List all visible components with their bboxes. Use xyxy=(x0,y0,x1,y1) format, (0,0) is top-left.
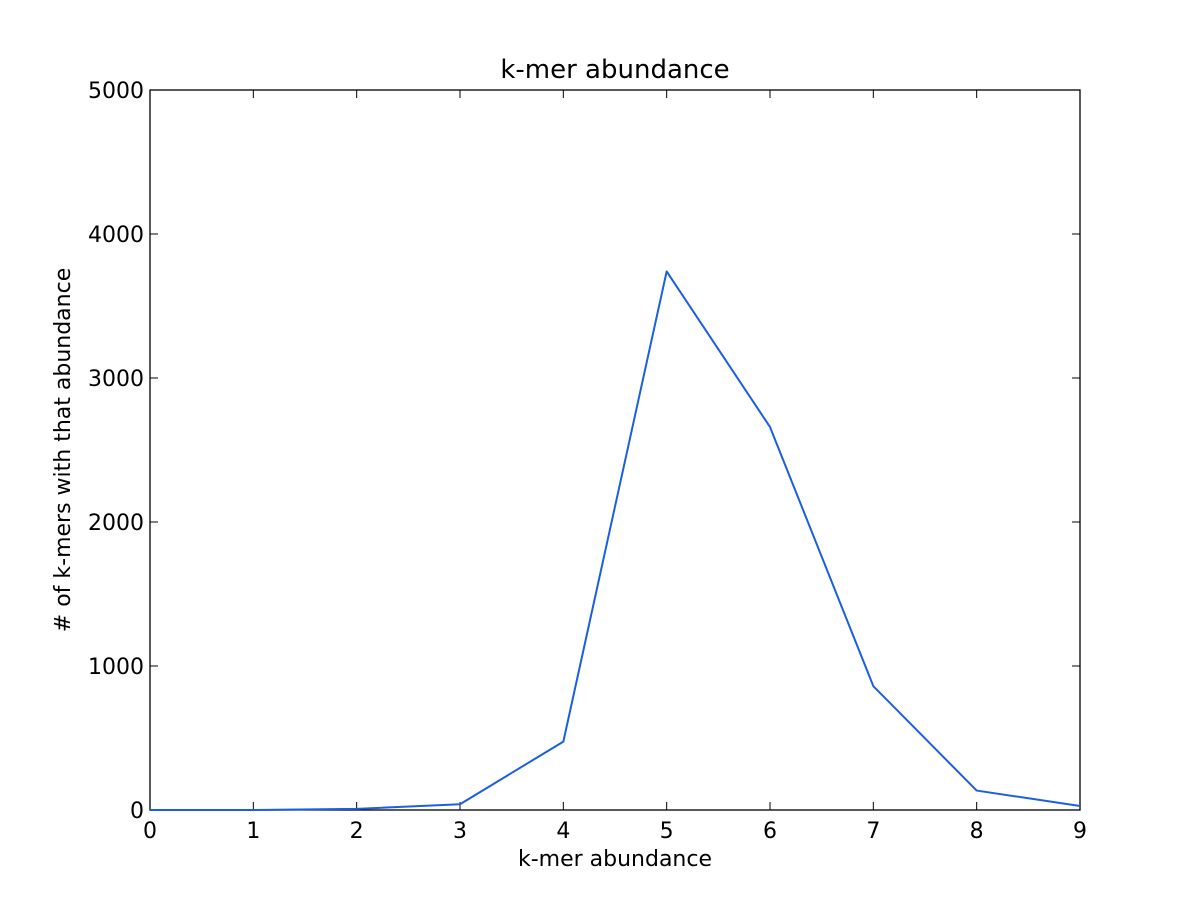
x-tick-label: 8 xyxy=(970,819,984,844)
y-tick-label: 1000 xyxy=(88,655,144,680)
x-tick-label: 2 xyxy=(350,819,364,844)
x-tick-label: 5 xyxy=(660,819,674,844)
x-tick-label: 1 xyxy=(246,819,260,844)
x-axis-label: k-mer abundance xyxy=(518,847,712,872)
y-tick-label: 4000 xyxy=(88,223,144,248)
x-tick-label: 9 xyxy=(1073,819,1087,844)
chart-title: k-mer abundance xyxy=(500,55,729,85)
x-tick-label: 4 xyxy=(556,819,570,844)
x-tick-label: 7 xyxy=(866,819,880,844)
series-line xyxy=(150,271,1080,810)
y-tick-label: 3000 xyxy=(88,367,144,392)
y-tick-label: 5000 xyxy=(88,79,144,104)
y-axis-label: # of k-mers with that abundance xyxy=(51,268,76,632)
x-tick-label: 3 xyxy=(453,819,467,844)
y-tick-label: 2000 xyxy=(88,511,144,536)
plot-area: 0 1 2 3 4 5 6 7 8 9 0 1000 2000 3000 4000 5000 xyxy=(88,79,1087,844)
plot-frame xyxy=(150,90,1080,810)
y-tick-label: 0 xyxy=(130,799,144,824)
x-tick-label: 0 xyxy=(143,819,157,844)
x-tick-label: 6 xyxy=(763,819,777,844)
